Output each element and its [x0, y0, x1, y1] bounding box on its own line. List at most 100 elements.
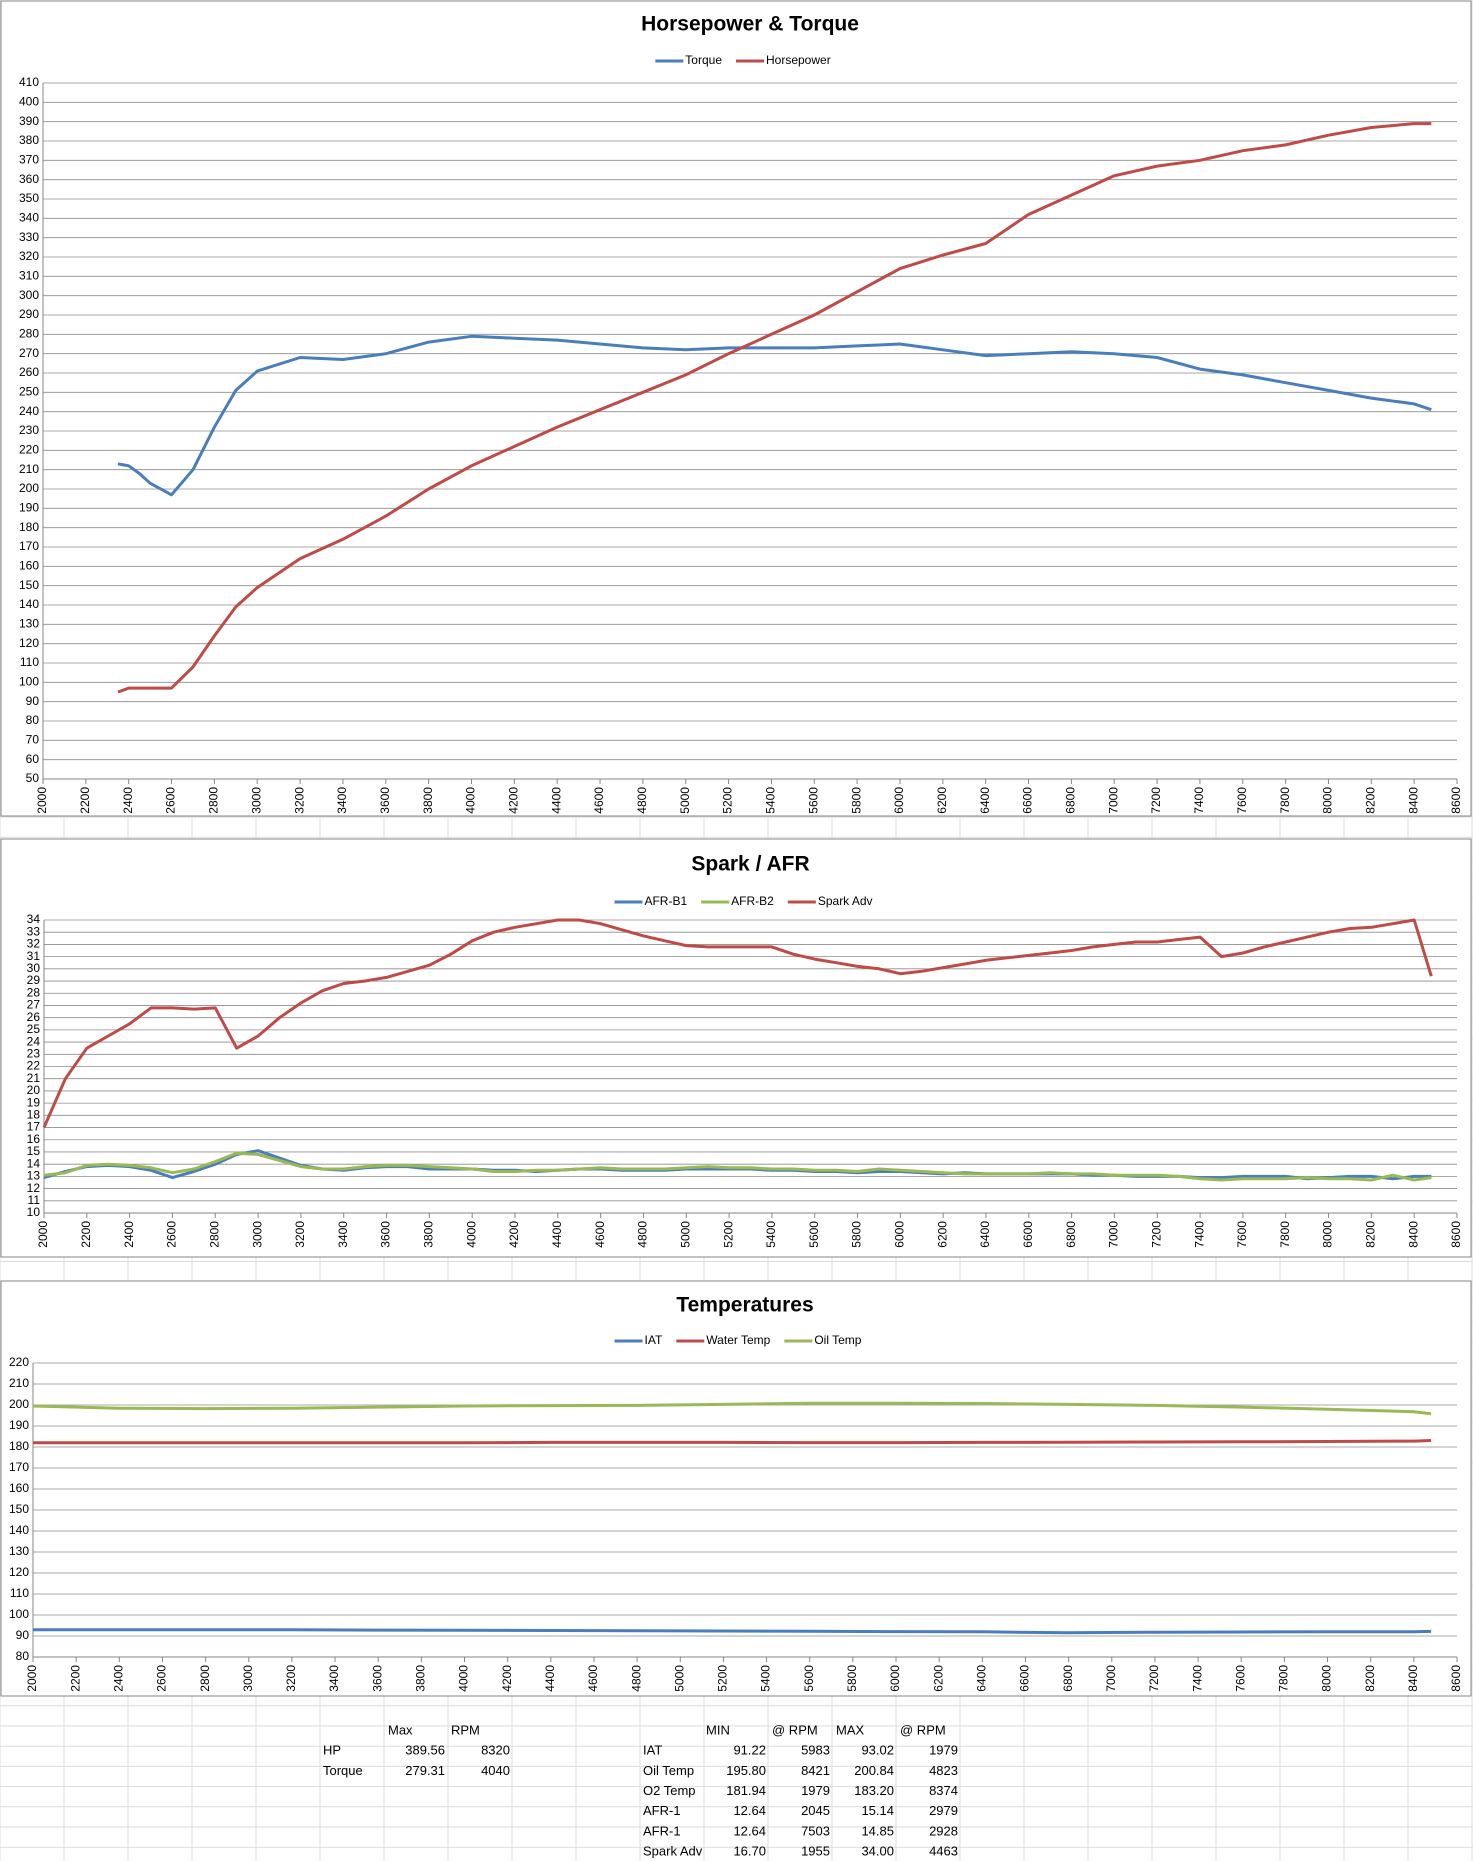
y-tick-label: 180 — [19, 520, 39, 534]
x-tick-label: 2000 — [35, 787, 49, 814]
x-tick-label: 5000 — [672, 1665, 686, 1692]
x-tick-label: 5800 — [850, 1221, 864, 1248]
x-tick-label: 8200 — [1363, 787, 1377, 814]
x-tick-label: 3000 — [249, 787, 263, 814]
x-tick-label: 2600 — [155, 1665, 169, 1692]
y-tick-label: 260 — [19, 365, 39, 379]
x-tick-label: 7000 — [1104, 1665, 1118, 1692]
table-cell: 8421 — [801, 1763, 830, 1778]
x-tick-label: 4800 — [635, 787, 649, 814]
y-tick-label: 80 — [26, 713, 40, 727]
x-tick-label: 3800 — [422, 1221, 436, 1248]
x-tick-label: 6200 — [931, 1665, 945, 1692]
x-tick-label: 5800 — [849, 787, 863, 814]
x-tick-label: 7600 — [1235, 787, 1249, 814]
x-tick-label: 5000 — [678, 787, 692, 814]
x-tick-label: 5200 — [721, 1221, 735, 1248]
table-cell: 2928 — [929, 1823, 958, 1838]
y-tick-label: 10 — [27, 1205, 41, 1219]
chart-panel — [0, 838, 1472, 1258]
x-tick-label: 4200 — [500, 1665, 514, 1692]
x-tick-label: 4600 — [586, 1665, 600, 1692]
x-tick-label: 3600 — [370, 1665, 384, 1692]
x-tick-label: 7600 — [1235, 1221, 1249, 1248]
x-tick-label: 4800 — [629, 1665, 643, 1692]
y-tick-label: 70 — [26, 733, 40, 747]
y-tick-label: 400 — [19, 95, 39, 109]
table-header: @ RPM — [772, 1722, 818, 1737]
y-tick-label: 200 — [9, 1397, 29, 1411]
legend: IAT Water Temp Oil Temp — [614, 1333, 862, 1347]
y-tick-label: 220 — [9, 1355, 29, 1369]
y-tick-label: 210 — [9, 1376, 29, 1390]
chart-panel — [0, 1280, 1472, 1697]
table-cell: 2979 — [929, 1803, 958, 1818]
table-cell: 5983 — [801, 1743, 830, 1758]
y-tick-label: 390 — [19, 114, 39, 128]
chart-title: Spark / AFR — [691, 853, 809, 876]
x-tick-label: 8200 — [1363, 1665, 1377, 1692]
x-tick-label: 8000 — [1321, 787, 1335, 814]
table-cell: 16.70 — [733, 1844, 766, 1859]
legend: Torque Horsepower — [655, 53, 831, 67]
table-cell: AFR-1 — [643, 1823, 681, 1838]
y-tick-label: 110 — [10, 1586, 29, 1600]
x-tick-label: 3600 — [378, 787, 392, 814]
x-tick-label: 3400 — [327, 1665, 341, 1692]
x-tick-label: 8600 — [1449, 1221, 1463, 1248]
legend-label: Torque — [685, 53, 722, 67]
y-tick-label: 17 — [27, 1120, 41, 1134]
y-tick-label: 31 — [27, 949, 41, 963]
series-line — [32, 1401, 1432, 1416]
y-tick-label: 90 — [16, 1628, 30, 1642]
x-tick-label: 6000 — [888, 1665, 902, 1692]
y-tick-label: 300 — [19, 288, 39, 302]
y-tick-label: 310 — [19, 269, 39, 283]
table-cell: 12.64 — [733, 1803, 766, 1818]
x-tick-label: 8600 — [1449, 787, 1463, 814]
y-tick-label: 12 — [27, 1181, 41, 1195]
legend-label: AFR-B2 — [731, 894, 774, 908]
x-tick-label: 7400 — [1190, 1665, 1204, 1692]
x-tick-label: 4000 — [457, 1665, 471, 1692]
x-tick-label: 5400 — [764, 787, 778, 814]
table-header: @ RPM — [900, 1722, 946, 1737]
legend-label: Horsepower — [766, 53, 831, 67]
y-tick-label: 160 — [9, 1481, 29, 1495]
y-tick-label: 160 — [19, 559, 39, 573]
x-tick-label: 5600 — [802, 1665, 816, 1692]
x-tick-label: 2200 — [68, 1665, 82, 1692]
x-tick-label: 6200 — [935, 787, 949, 814]
y-tick-label: 230 — [19, 423, 39, 437]
table-cell: AFR-1 — [643, 1803, 681, 1818]
y-tick-label: 130 — [19, 617, 39, 631]
legend-label: Oil Temp — [814, 1333, 861, 1347]
x-tick-label: 4600 — [592, 787, 606, 814]
x-tick-label: 6200 — [935, 1221, 949, 1248]
x-tick-label: 6400 — [975, 1665, 989, 1692]
table-cell: 200.84 — [854, 1763, 894, 1778]
x-tick-label: 4200 — [507, 1221, 521, 1248]
x-tick-label: 5400 — [764, 1221, 778, 1248]
x-tick-label: 5600 — [806, 787, 820, 814]
x-tick-label: 2000 — [25, 1665, 39, 1692]
x-tick-label: 4600 — [593, 1221, 607, 1248]
legend: AFR-B1 AFR-B2 Spark Adv — [614, 894, 873, 908]
y-tick-label: 110 — [20, 655, 39, 669]
y-tick-label: 180 — [9, 1439, 29, 1453]
x-tick-label: 3200 — [293, 1221, 307, 1248]
y-tick-label: 33 — [27, 924, 41, 938]
x-tick-label: 6600 — [1021, 787, 1035, 814]
legend-label: Water Temp — [706, 1333, 770, 1347]
x-tick-label: 7600 — [1233, 1665, 1247, 1692]
y-tick-label: 27 — [27, 998, 41, 1012]
x-tick-label: 7800 — [1278, 787, 1292, 814]
x-tick-label: 5000 — [678, 1221, 692, 1248]
x-tick-label: 8400 — [1406, 787, 1420, 814]
table-header: MIN — [706, 1722, 730, 1737]
series-line — [117, 334, 1432, 497]
table-cell: 8320 — [481, 1743, 510, 1758]
y-tick-label: 350 — [19, 191, 39, 205]
x-tick-label: 3000 — [241, 1665, 255, 1692]
